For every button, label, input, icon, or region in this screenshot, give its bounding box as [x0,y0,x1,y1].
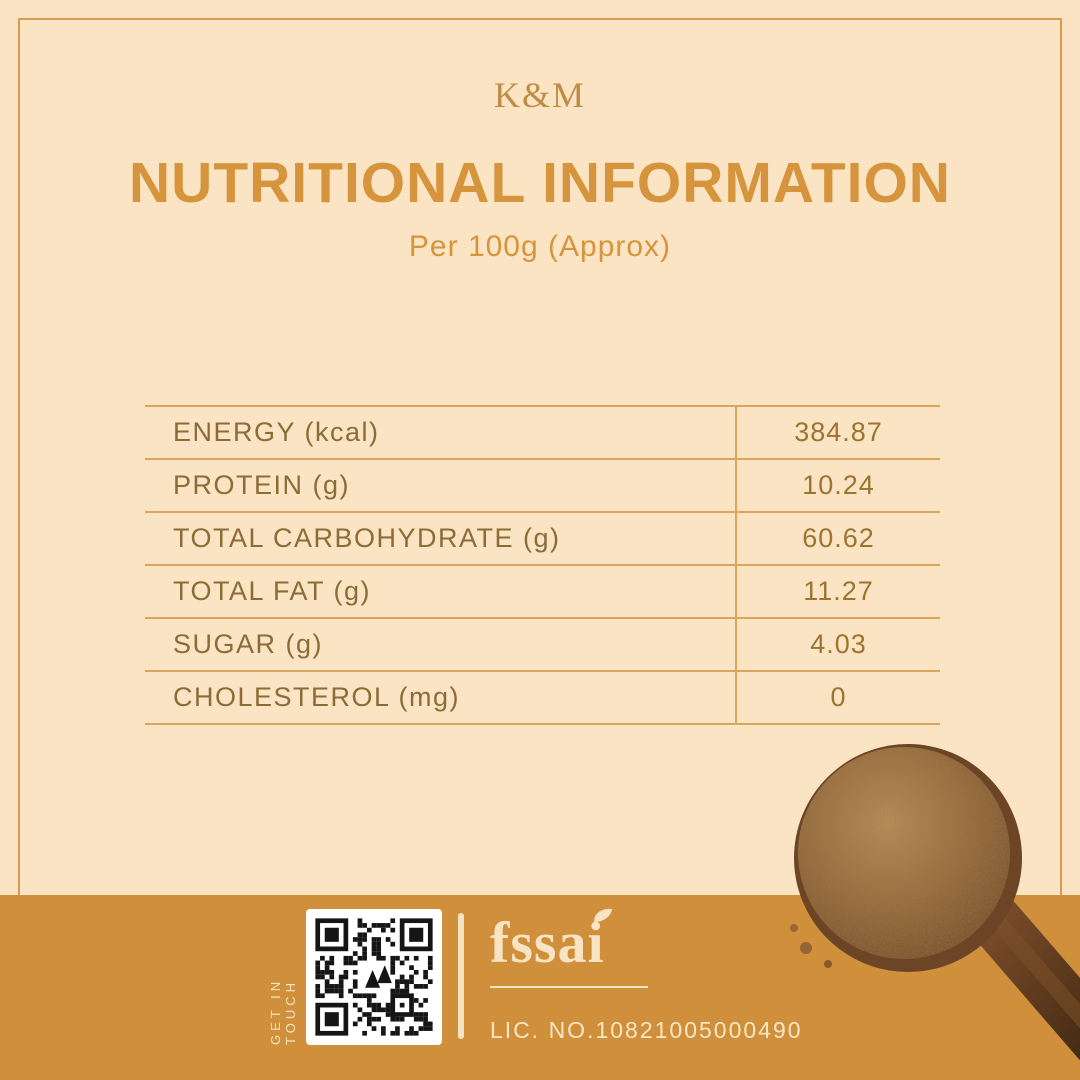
fssai-license: LIC. NO.10821005000490 [490,1017,803,1043]
subtitle: Per 100g (Approx) [408,230,672,263]
fssai-underline [490,985,648,988]
row-label: TOTAL FAT (g) [173,576,372,606]
leaf-icon [594,908,612,922]
fssai-logo-text: fssai [490,908,612,974]
row-value: 384.87 [735,407,940,458]
row-value: 4.03 [735,619,940,670]
get-in-touch-label: GET IN TOUCH [268,977,298,1045]
row-label: CHOLESTEROL (mg) [173,682,461,712]
row-value: 60.62 [735,513,940,564]
spice-spoon-image [790,744,1080,1060]
row-value: 0 [735,672,940,723]
qr-code-icon [315,918,433,1036]
row-label: PROTEIN (g) [173,470,351,500]
qr-code [306,909,442,1045]
page-title: NUTRITIONAL INFORMATION [129,151,951,215]
row-label: ENERGY (kcal) [173,417,380,447]
table-row: PROTEIN (g) 10.24 [145,460,940,513]
table-row: CHOLESTEROL (mg) 0 [145,672,940,725]
row-label: TOTAL CARBOHYDRATE (g) [173,523,561,553]
table-row: TOTAL CARBOHYDRATE (g) 60.62 [145,513,940,566]
footer-divider-line [458,913,464,1039]
fssai-logo: fssai [490,908,820,988]
table-row: ENERGY (kcal) 384.87 [145,407,940,460]
row-value: 10.24 [735,460,940,511]
table-row: TOTAL FAT (g) 11.27 [145,566,940,619]
row-value: 11.27 [735,566,940,617]
row-label: SUGAR (g) [173,629,324,659]
table-row: SUGAR (g) 4.03 [145,619,940,672]
nutrition-table: ENERGY (kcal) 384.87 PROTEIN (g) 10.24 T… [145,405,940,725]
brand-logo: K&M [493,75,586,115]
